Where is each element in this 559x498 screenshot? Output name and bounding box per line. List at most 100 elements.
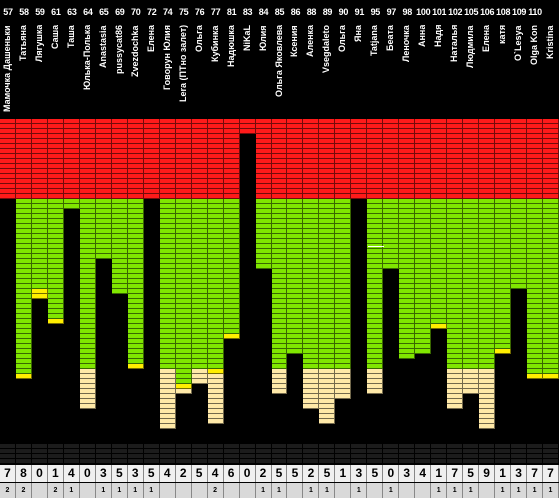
progress-cell [527,159,544,164]
progress-cell [431,179,448,184]
progress-cell [63,184,80,189]
progress-cell [207,414,224,419]
progress-cell [47,124,64,129]
progress-cell [175,124,192,129]
progress-cell [415,234,432,239]
progress-cell [335,154,352,159]
progress-cell [0,169,16,174]
progress-cell [543,299,559,304]
progress-cell [303,244,320,249]
progress-cell [415,279,432,284]
progress-cell [367,304,384,309]
progress-cell [207,224,224,229]
progress-cell [319,339,336,344]
progress-cell [463,199,480,204]
progress-cell [15,269,32,274]
participant-number: 88 [306,7,317,17]
progress-cell [543,129,559,134]
participant-name: Ксения [287,25,303,117]
progress-cell [127,324,144,329]
progress-cell [383,169,400,174]
progress-cell [367,299,384,304]
progress-cell [463,214,480,219]
progress-cell [31,274,48,279]
progress-cell [31,149,48,154]
progress-cell [223,174,240,179]
progress-cell [415,179,432,184]
progress-cell [383,199,400,204]
progress-cell [431,194,448,199]
progress-cell [63,204,80,209]
progress-cell [159,149,176,154]
progress-cell [447,284,464,289]
progress-cell [303,184,320,189]
progress-cell [223,259,240,264]
progress-cell [447,329,464,334]
progress-cell [383,229,400,234]
progress-cell [191,269,208,274]
progress-cell [511,244,528,249]
progress-cell [463,369,480,374]
progress-cell [479,279,496,284]
progress-cell [111,264,128,269]
progress-cell [271,339,288,344]
progress-cell [207,364,224,369]
progress-cell [543,184,559,189]
progress-cell [383,149,400,154]
progress-cell [127,254,144,259]
progress-cell [319,179,336,184]
score-cell: 4 [63,465,80,482]
progress-cell [79,264,96,269]
progress-cell [111,134,128,139]
progress-cell [431,269,448,274]
progress-cell [479,344,496,349]
progress-cell [191,189,208,194]
progress-cell [127,189,144,194]
progress-cell [175,269,192,274]
progress-cell [447,209,464,214]
progress-cell [367,344,384,349]
progress-cell [159,189,176,194]
progress-cell [175,264,192,269]
progress-cell [127,154,144,159]
progress-cell [527,354,544,359]
progress-cell [255,224,272,229]
empty-cell [367,459,384,464]
progress-cell [351,169,368,174]
progress-cell [495,224,512,229]
progress-cell [191,309,208,314]
progress-cell [159,354,176,359]
participant-name-label: Елена [481,25,492,53]
empty-cell [111,444,128,449]
participant-number: 95 [370,7,381,17]
progress-cell [303,154,320,159]
progress-cell [287,339,304,344]
progress-cell [399,194,416,199]
progress-cell [399,234,416,239]
progress-cell [447,374,464,379]
empty-cell [223,449,240,454]
progress-cell [399,159,416,164]
progress-cell [95,174,112,179]
progress-cell [463,354,480,359]
progress-cell [543,349,559,354]
progress-cell [47,144,64,149]
progress-cell [175,174,192,179]
marker-line [368,246,384,247]
progress-cell [543,289,559,294]
progress-cell [463,314,480,319]
progress-cell [143,144,160,149]
participant-number: 102 [448,7,463,17]
progress-cell [447,274,464,279]
progress-cell [319,244,336,249]
progress-cell [31,169,48,174]
progress-cell [495,164,512,169]
empty-cell [239,449,256,454]
progress-cell [207,174,224,179]
progress-cell [159,199,176,204]
progress-cell [159,409,176,414]
progress-cell [527,144,544,149]
progress-cell [47,239,64,244]
participant-number: 97 [386,7,397,17]
progress-cell [447,269,464,274]
